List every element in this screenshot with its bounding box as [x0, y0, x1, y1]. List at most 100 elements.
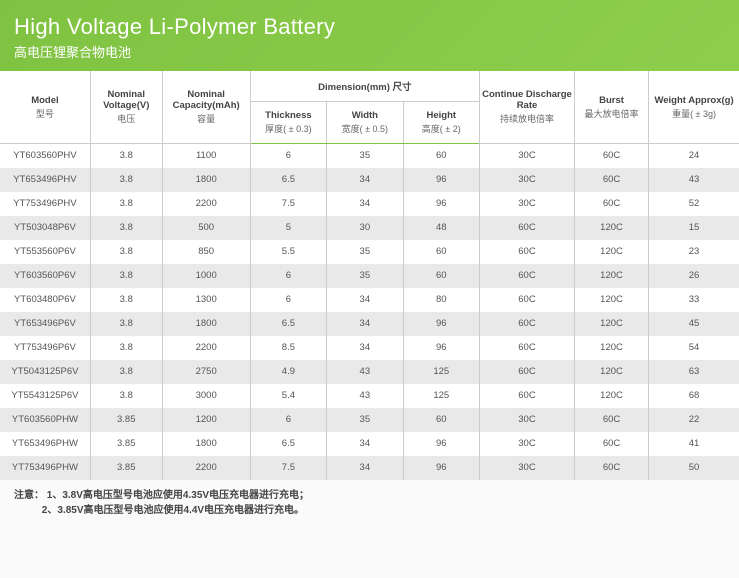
cell-weight: 52: [649, 192, 739, 216]
cell-weight: 26: [649, 264, 739, 288]
cell-discharge: 30C: [480, 168, 575, 192]
cell-discharge: 30C: [480, 432, 575, 456]
cell-thickness: 4.9: [250, 360, 326, 384]
table-row: YT603480P6V3.813006348060C120C33: [0, 288, 739, 312]
cell-height: 96: [403, 168, 479, 192]
cell-model: YT653496PHV: [0, 168, 90, 192]
table-row: YT503048P6V3.85005304860C120C15: [0, 216, 739, 240]
cell-model: YT753496PHV: [0, 192, 90, 216]
col-burst-label: Burst: [599, 95, 624, 106]
cell-capacity: 2200: [162, 192, 250, 216]
cell-height: 60: [403, 264, 479, 288]
cell-model: YT5543125P6V: [0, 384, 90, 408]
col-discharge: Continue Discharge Rate 持续放电倍率: [480, 71, 575, 144]
cell-voltage: 3.8: [90, 192, 162, 216]
cell-capacity: 850: [162, 240, 250, 264]
cell-burst: 60C: [574, 408, 648, 432]
col-height-sub: 高度( ± 2): [406, 122, 477, 135]
col-voltage-sub: 电压: [93, 112, 160, 125]
cell-thickness: 7.5: [250, 456, 326, 480]
cell-width: 34: [327, 456, 403, 480]
notes: 注意： 1、3.8V高电压型号电池应使用4.35V电压充电器进行充电； 2、3.…: [0, 480, 739, 532]
cell-model: YT603560P6V: [0, 264, 90, 288]
cell-width: 34: [327, 336, 403, 360]
cell-discharge: 60C: [480, 240, 575, 264]
cell-discharge: 30C: [480, 192, 575, 216]
cell-voltage: 3.8: [90, 384, 162, 408]
cell-thickness: 5.4: [250, 384, 326, 408]
cell-capacity: 1800: [162, 168, 250, 192]
table-row: YT753496P6V3.822008.5349660C120C54: [0, 336, 739, 360]
cell-thickness: 6: [250, 264, 326, 288]
col-weight-label: Weight Approx(g): [654, 95, 733, 106]
cell-voltage: 3.8: [90, 144, 162, 168]
cell-burst: 120C: [574, 216, 648, 240]
cell-height: 96: [403, 312, 479, 336]
cell-voltage: 3.8: [90, 312, 162, 336]
cell-discharge: 30C: [480, 408, 575, 432]
table-row: YT653496PHW3.8518006.5349630C60C41: [0, 432, 739, 456]
cell-voltage: 3.85: [90, 432, 162, 456]
cell-voltage: 3.8: [90, 240, 162, 264]
cell-thickness: 6: [250, 408, 326, 432]
cell-width: 34: [327, 432, 403, 456]
cell-model: YT553560P6V: [0, 240, 90, 264]
cell-width: 34: [327, 288, 403, 312]
cell-discharge: 60C: [480, 360, 575, 384]
cell-width: 35: [327, 144, 403, 168]
cell-voltage: 3.8: [90, 336, 162, 360]
cell-height: 125: [403, 360, 479, 384]
cell-thickness: 5.5: [250, 240, 326, 264]
cell-voltage: 3.85: [90, 456, 162, 480]
col-model-sub: 型号: [2, 107, 88, 120]
table-row: YT753496PHV3.822007.5349630C60C52: [0, 192, 739, 216]
table-row: YT603560PHW3.8512006356030C60C22: [0, 408, 739, 432]
cell-weight: 24: [649, 144, 739, 168]
cell-height: 60: [403, 408, 479, 432]
cell-model: YT603480P6V: [0, 288, 90, 312]
cell-height: 96: [403, 456, 479, 480]
cell-capacity: 2200: [162, 456, 250, 480]
col-height: Height 高度( ± 2): [403, 102, 479, 144]
cell-model: YT5043125P6V: [0, 360, 90, 384]
table-row: YT653496PHV3.818006.5349630C60C43: [0, 168, 739, 192]
cell-burst: 60C: [574, 432, 648, 456]
cell-height: 96: [403, 432, 479, 456]
cell-voltage: 3.8: [90, 168, 162, 192]
cell-burst: 120C: [574, 360, 648, 384]
cell-weight: 43: [649, 168, 739, 192]
cell-discharge: 60C: [480, 312, 575, 336]
cell-width: 35: [327, 408, 403, 432]
cell-voltage: 3.8: [90, 216, 162, 240]
table-row: YT603560P6V3.810006356060C120C26: [0, 264, 739, 288]
cell-width: 43: [327, 360, 403, 384]
col-model-label: Model: [31, 95, 58, 106]
cell-model: YT653496PHW: [0, 432, 90, 456]
cell-weight: 41: [649, 432, 739, 456]
col-voltage-label: Nominal Voltage(V): [103, 89, 149, 111]
cell-height: 60: [403, 144, 479, 168]
cell-capacity: 1100: [162, 144, 250, 168]
cell-discharge: 60C: [480, 288, 575, 312]
cell-weight: 63: [649, 360, 739, 384]
cell-height: 48: [403, 216, 479, 240]
cell-burst: 60C: [574, 144, 648, 168]
cell-width: 35: [327, 264, 403, 288]
cell-weight: 68: [649, 384, 739, 408]
cell-capacity: 1200: [162, 408, 250, 432]
cell-model: YT753496P6V: [0, 336, 90, 360]
cell-width: 30: [327, 216, 403, 240]
cell-weight: 33: [649, 288, 739, 312]
cell-weight: 22: [649, 408, 739, 432]
cell-thickness: 6.5: [250, 432, 326, 456]
cell-height: 80: [403, 288, 479, 312]
cell-discharge: 60C: [480, 264, 575, 288]
cell-model: YT653496P6V: [0, 312, 90, 336]
cell-weight: 54: [649, 336, 739, 360]
cell-capacity: 2200: [162, 336, 250, 360]
col-dimension-group: Dimension(mm) 尺寸: [250, 71, 479, 102]
cell-thickness: 6.5: [250, 312, 326, 336]
col-thickness: Thickness 厚度( ± 0.3): [250, 102, 326, 144]
notes-prefix: 注意：: [14, 490, 44, 501]
cell-voltage: 3.8: [90, 288, 162, 312]
